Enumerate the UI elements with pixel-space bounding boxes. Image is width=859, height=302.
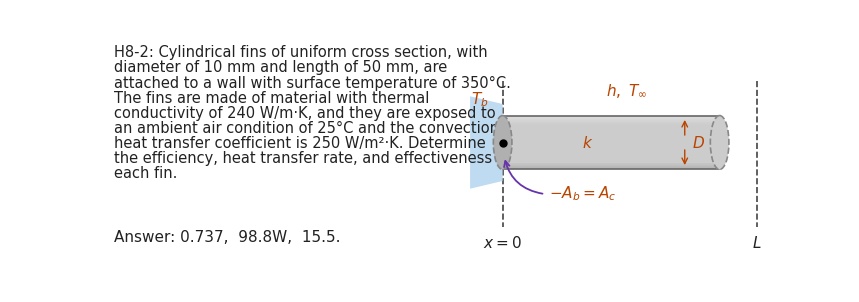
Polygon shape (503, 121, 720, 122)
Polygon shape (503, 167, 720, 168)
Ellipse shape (493, 116, 512, 169)
Text: $L$: $L$ (752, 235, 762, 251)
Text: $D$: $D$ (692, 134, 705, 150)
Text: $T_b$: $T_b$ (471, 90, 489, 109)
Text: $k$: $k$ (582, 134, 594, 150)
Polygon shape (503, 118, 720, 119)
Polygon shape (503, 116, 720, 169)
Text: diameter of 10 mm and length of 50 mm, are: diameter of 10 mm and length of 50 mm, a… (113, 60, 447, 76)
Polygon shape (503, 122, 720, 123)
Text: conductivity of 240 W/m·K, and they are exposed to: conductivity of 240 W/m·K, and they are … (113, 105, 495, 120)
Polygon shape (503, 120, 720, 121)
Text: heat transfer coefficient is 250 W/m²·K. Determine: heat transfer coefficient is 250 W/m²·K.… (113, 136, 485, 151)
Polygon shape (503, 123, 720, 124)
Polygon shape (503, 166, 720, 167)
Text: an ambient air condition of 25°C and the convection: an ambient air condition of 25°C and the… (113, 120, 498, 136)
Polygon shape (503, 163, 720, 164)
Text: attached to a wall with surface temperature of 350°C.: attached to a wall with surface temperat… (113, 76, 510, 91)
Polygon shape (503, 168, 720, 169)
Polygon shape (503, 116, 720, 117)
Text: Answer: 0.737,  98.8W,  15.5.: Answer: 0.737, 98.8W, 15.5. (113, 230, 340, 245)
Polygon shape (503, 117, 720, 118)
Text: $x = 0$: $x = 0$ (484, 235, 522, 251)
Text: $-A_b = A_c$: $-A_b = A_c$ (549, 185, 617, 204)
Text: $h,\ T_\infty$: $h,\ T_\infty$ (606, 83, 648, 100)
Text: The fins are made of material with thermal: The fins are made of material with therm… (113, 91, 429, 105)
Text: H8-2: Cylindrical fins of uniform cross section, with: H8-2: Cylindrical fins of uniform cross … (113, 46, 487, 60)
Polygon shape (470, 96, 503, 189)
Polygon shape (503, 164, 720, 165)
Text: each fin.: each fin. (113, 165, 177, 181)
Polygon shape (503, 165, 720, 166)
Polygon shape (503, 119, 720, 120)
Ellipse shape (710, 116, 729, 169)
Text: the efficiency, heat transfer rate, and effectiveness of: the efficiency, heat transfer rate, and … (113, 151, 510, 165)
